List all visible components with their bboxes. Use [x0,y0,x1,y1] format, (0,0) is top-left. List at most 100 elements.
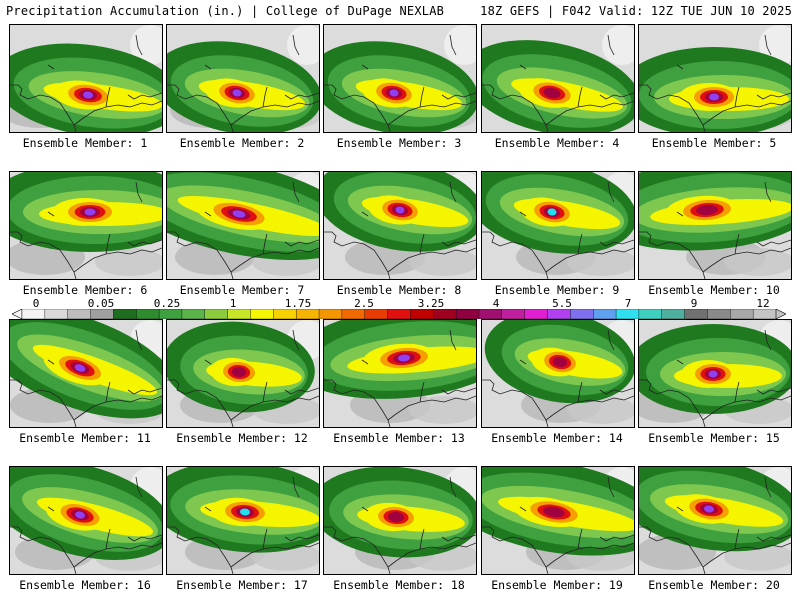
colorbar-tick-labels: 0 0.05 0.25 1 1.75 2.5 3.25 4 5.5 7 9 12 [0,297,800,310]
ensemble-map-panel [638,466,792,575]
ensemble-map-panel [481,171,635,280]
precip-map [324,320,476,427]
ensemble-member-label: Ensemble Member: 11 [19,431,151,445]
ensemble-member-label: Ensemble Member: 12 [176,431,308,445]
colorbar-segment [227,309,251,319]
colorbar-right-arrow [775,309,786,319]
colorbar-tick-label: 3.25 [417,297,445,310]
colorbar-segment [524,309,549,319]
colorbar-segment [478,309,503,319]
ensemble-member-label: Ensemble Member: 8 [336,283,462,297]
colorbar-segment [113,309,137,319]
colorbar-segment [250,309,274,319]
precip-map [324,172,476,279]
colorbar-segment [433,309,457,319]
ensemble-map-panel [166,24,320,133]
colorbar-tick-label: 0.05 [87,297,115,310]
colorbar-tick-label: 1 [229,297,237,310]
colorbar-segment [21,309,46,319]
colorbar-segment [593,309,617,319]
ensemble-member-label: Ensemble Member: 15 [648,431,780,445]
colorbar-tick-label: 0.25 [153,297,181,310]
ensemble-member-label: Ensemble Member: 6 [22,283,148,297]
colorbar-segment [158,309,183,319]
ensemble-member-label: Ensemble Member: 18 [333,578,465,592]
colorbar-segment [684,309,708,319]
colorbar-tick-label: 1.75 [284,297,312,310]
precip-map [639,320,791,427]
ensemble-map-panel [9,466,163,575]
colorbar-segment [44,309,69,319]
colorbar-segment [730,309,754,319]
colorbar-segment [273,309,297,319]
header-title: Precipitation Accumulation (in.) | Colle… [6,4,445,18]
ensemble-map-panel [323,319,477,428]
colorbar-segment [547,309,571,319]
colorbar-segment [67,309,92,319]
ensemble-map-panel [9,24,163,133]
colorbar-tick-label: 5.5 [552,297,572,310]
ensemble-map-panel [481,319,635,428]
precip-map [167,467,319,574]
colorbar-segment [387,309,411,319]
header-valid-time: 18Z GEFS | F042 Valid: 12Z TUE JUN 10 20… [480,4,792,18]
ensemble-member-label: Ensemble Member: 7 [179,283,305,297]
colorbar-segment [501,309,526,319]
colorbar-tick-label: 12 [756,297,770,310]
ensemble-map-panel [638,171,792,280]
precip-map [10,320,162,427]
ensemble-member-label: Ensemble Member: 10 [648,283,780,297]
ensemble-map-panel [481,24,635,133]
precip-map [324,467,476,574]
ensemble-map-panel [323,24,477,133]
ensemble-map-panel [638,319,792,428]
ensemble-map-panel [166,466,320,575]
colorbar-segment [638,309,663,319]
ensemble-member-label: Ensemble Member: 9 [494,283,620,297]
colorbar-segment [752,309,777,319]
ensemble-member-label: Ensemble Member: 17 [176,578,308,592]
colorbar-tick-label: 9 [690,297,698,310]
ensemble-member-label: Ensemble Member: 5 [651,136,777,150]
colorbar-segment [204,309,229,319]
ensemble-member-label: Ensemble Member: 13 [333,431,465,445]
ensemble-map-panel [166,319,320,428]
ensemble-member-label: Ensemble Member: 2 [179,136,305,150]
precip-colorbar [12,309,786,319]
precip-map [482,25,634,132]
precip-map [482,320,634,427]
ensemble-member-label: Ensemble Member: 4 [494,136,620,150]
ensemble-map-panel [481,466,635,575]
ensemble-map-panel [166,171,320,280]
colorbar-left-arrow [12,309,23,319]
ensemble-member-label: Ensemble Member: 19 [491,578,623,592]
precip-map [639,172,791,279]
colorbar-segment [364,309,389,319]
colorbar-segment [410,309,434,319]
precip-map [482,467,634,574]
colorbar-segment [181,309,206,319]
precip-map [10,467,162,574]
colorbar-tick-label: 2.5 [354,297,374,310]
precip-map [10,172,162,279]
colorbar-segment [570,309,594,319]
precip-map [167,172,319,279]
ensemble-member-label: Ensemble Member: 16 [19,578,151,592]
colorbar-tick-label: 0 [32,297,40,310]
colorbar-tick-label: 7 [624,297,632,310]
colorbar-segment [318,309,343,319]
colorbar-segment [661,309,686,319]
ensemble-map-panel [323,171,477,280]
ensemble-map-panel [638,24,792,133]
colorbar-tick-label: 4 [492,297,500,310]
colorbar-segment [615,309,640,319]
ensemble-map-panel [9,171,163,280]
precip-map [482,172,634,279]
ensemble-member-label: Ensemble Member: 1 [22,136,148,150]
colorbar-segment [295,309,320,319]
colorbar-segment [341,309,366,319]
colorbar-segment [707,309,731,319]
precip-map [10,25,162,132]
ensemble-member-label: Ensemble Member: 20 [648,578,780,592]
precip-map [324,25,476,132]
